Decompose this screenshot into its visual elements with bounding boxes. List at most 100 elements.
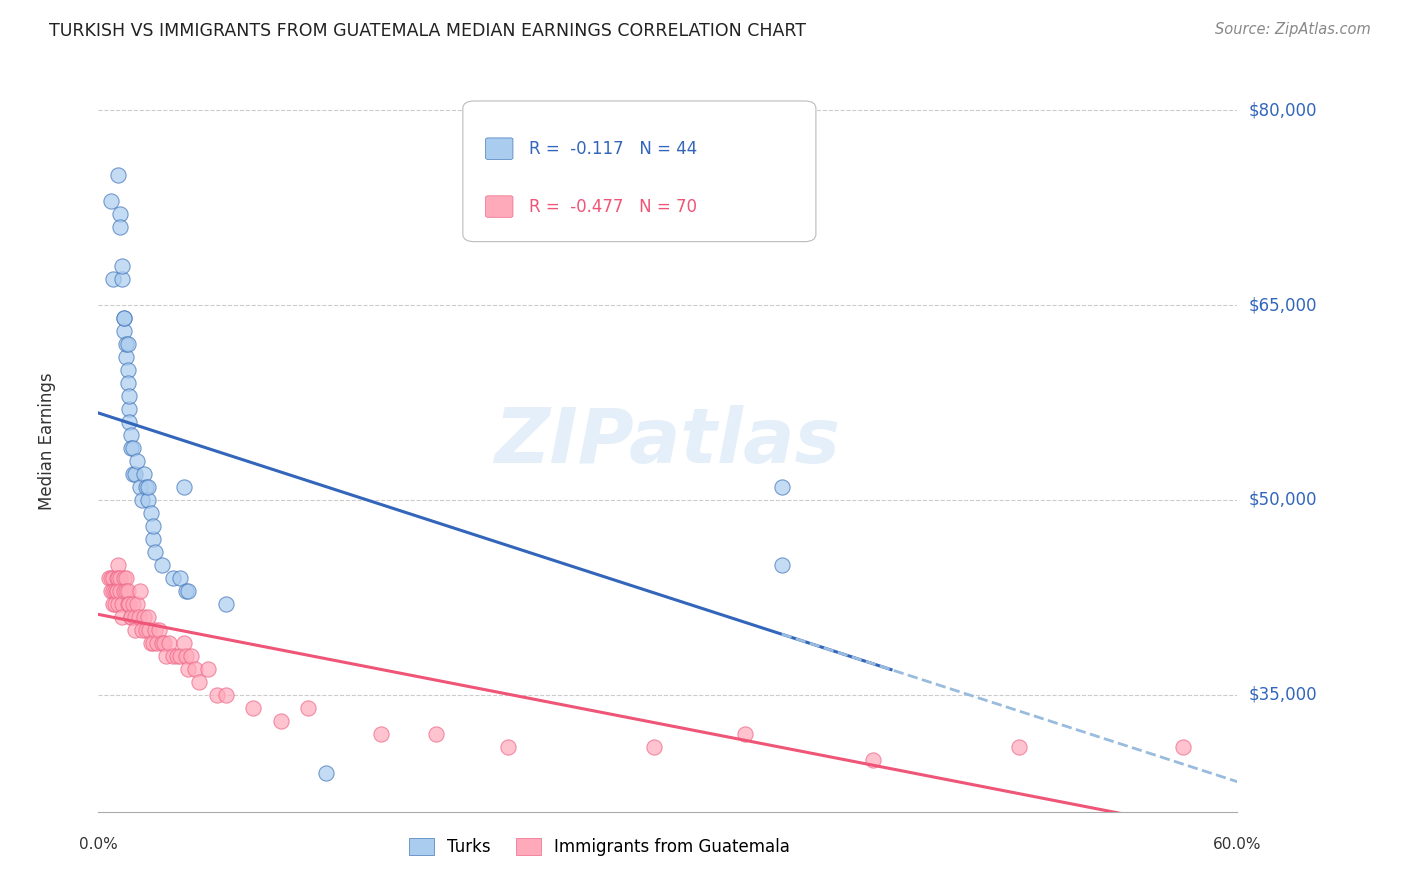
Point [142, 532, 165, 546]
Point [150, 636, 173, 650]
FancyBboxPatch shape [463, 101, 815, 242]
Point [117, 597, 139, 611]
Point [770, 558, 793, 572]
Point [120, 428, 142, 442]
Point [187, 674, 209, 689]
Text: ZIPatlas: ZIPatlas [495, 405, 841, 478]
Point [169, 571, 191, 585]
Point [141, 506, 163, 520]
Point [153, 636, 176, 650]
Point [107, 558, 129, 572]
Point [114, 350, 136, 364]
Point [105, 583, 128, 598]
Point [155, 648, 177, 663]
Point [107, 597, 129, 611]
Point [370, 727, 392, 741]
Point [129, 480, 152, 494]
Point [135, 623, 157, 637]
Point [112, 311, 135, 326]
Point [124, 467, 146, 481]
Point [162, 648, 184, 663]
Point [135, 480, 157, 494]
Point [101, 272, 124, 286]
Point [136, 480, 159, 494]
Point [122, 467, 145, 481]
Point [174, 583, 197, 598]
FancyBboxPatch shape [485, 196, 513, 218]
Point [100, 194, 122, 209]
Point [770, 480, 793, 494]
Point [205, 688, 228, 702]
Point [148, 623, 170, 637]
Point [242, 701, 264, 715]
Point [197, 662, 219, 676]
Point [107, 168, 129, 182]
Point [114, 337, 136, 351]
Point [129, 583, 152, 598]
Point [107, 571, 129, 585]
FancyBboxPatch shape [485, 138, 513, 160]
Point [125, 454, 148, 468]
Point [112, 571, 135, 585]
Point [117, 583, 139, 598]
Point [215, 688, 238, 702]
Text: R =  -0.117   N = 44: R = -0.117 N = 44 [529, 140, 697, 158]
Point [118, 415, 141, 429]
Point [120, 610, 142, 624]
Point [180, 648, 202, 663]
Point [143, 545, 166, 559]
Point [117, 337, 139, 351]
Point [150, 558, 173, 572]
Point [111, 272, 134, 286]
Point [101, 571, 124, 585]
Point [184, 662, 207, 676]
Point [643, 739, 665, 754]
Text: R =  -0.477   N = 70: R = -0.477 N = 70 [529, 197, 697, 216]
Point [104, 597, 127, 611]
Point [125, 597, 148, 611]
Text: Source: ZipAtlas.com: Source: ZipAtlas.com [1215, 22, 1371, 37]
Point [162, 571, 184, 585]
Point [101, 583, 124, 598]
Point [136, 493, 159, 508]
Point [114, 583, 136, 598]
Point [136, 610, 159, 624]
Point [143, 623, 166, 637]
Point [124, 623, 146, 637]
Point [98, 571, 121, 585]
Point [120, 610, 142, 624]
Point [118, 389, 141, 403]
Point [105, 571, 128, 585]
Point [112, 583, 135, 598]
Point [110, 220, 132, 235]
Point [734, 727, 756, 741]
Point [142, 636, 165, 650]
Point [138, 623, 160, 637]
Point [425, 727, 447, 741]
Point [1007, 739, 1029, 754]
Point [104, 583, 127, 598]
Point [101, 597, 124, 611]
Point [169, 648, 191, 663]
Point [177, 662, 200, 676]
Point [498, 739, 520, 754]
Point [270, 714, 292, 728]
Point [124, 610, 146, 624]
Point [117, 363, 139, 377]
Point [112, 311, 135, 326]
Point [100, 571, 122, 585]
Point [315, 765, 337, 780]
Text: 0.0%: 0.0% [79, 837, 118, 852]
Point [120, 441, 142, 455]
Point [131, 623, 153, 637]
Point [111, 597, 134, 611]
Point [112, 324, 135, 338]
Point [166, 648, 188, 663]
Point [1171, 739, 1194, 754]
Point [862, 753, 884, 767]
Point [215, 597, 238, 611]
Point [131, 493, 153, 508]
Point [110, 571, 132, 585]
Point [145, 636, 167, 650]
Text: $50,000: $50,000 [1249, 491, 1317, 509]
